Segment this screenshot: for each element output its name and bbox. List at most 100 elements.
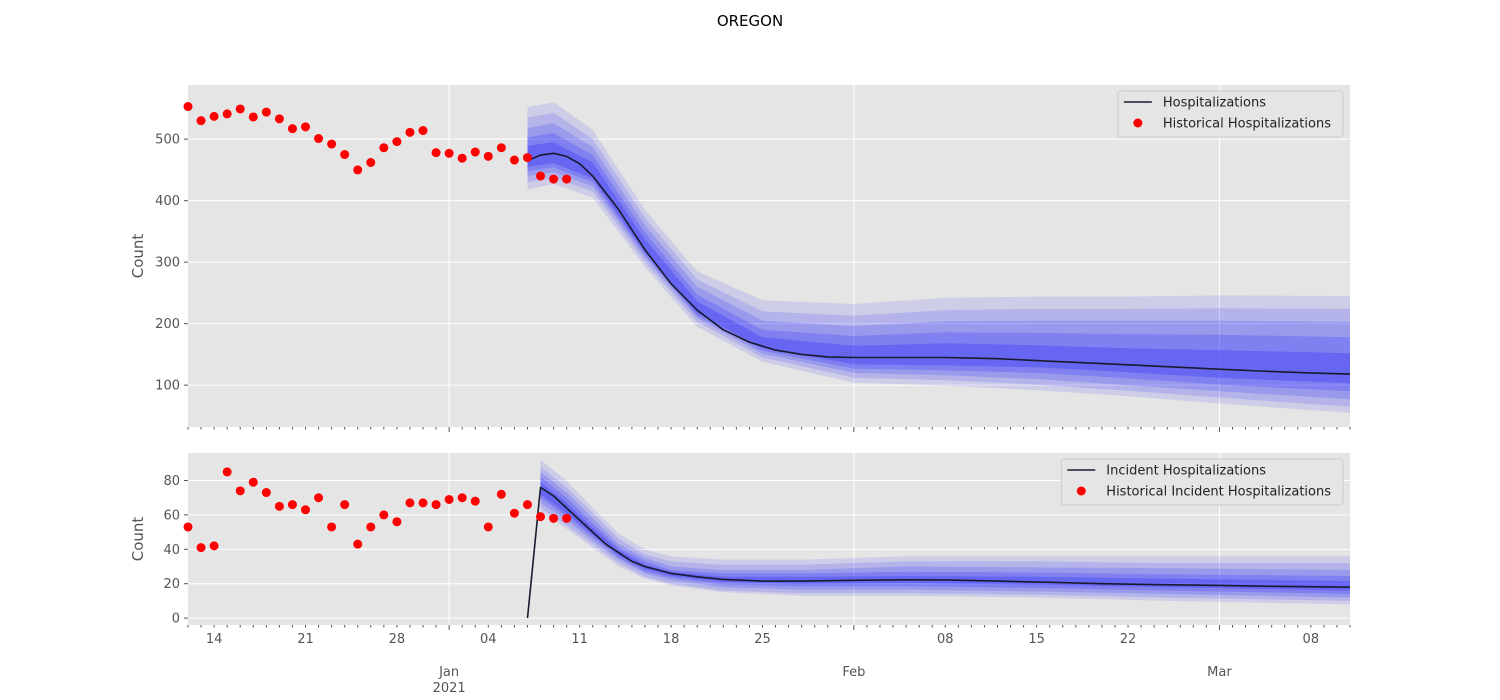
y-tick-label: 100 <box>155 379 180 394</box>
data-point <box>366 158 376 168</box>
data-point <box>549 513 559 523</box>
incident-hospitalizations-panel: 0 20 40 60 80 Count Incident Hospitalizations H… <box>129 453 1351 630</box>
x-tick-label: 08 <box>1303 632 1320 647</box>
data-point <box>536 171 546 181</box>
series-line <box>527 152 1351 375</box>
x-tick-label: 28 <box>389 632 406 647</box>
legend-box <box>1117 90 1344 138</box>
y-tick-label: 80 <box>163 474 180 489</box>
data-point <box>483 151 493 161</box>
data-point <box>222 467 232 477</box>
data-point <box>418 498 428 508</box>
data-point <box>301 122 311 132</box>
uncertainty-band-0 <box>540 459 1350 605</box>
data-point <box>183 522 193 532</box>
y-tick-label: 20 <box>163 577 180 592</box>
data-point <box>496 143 506 153</box>
x-tick-label: 15 <box>1028 632 1045 647</box>
legend-point-swatch <box>1133 118 1143 128</box>
y-axis-label: Count <box>129 517 147 562</box>
y-tick-label: 60 <box>163 508 180 523</box>
data-point <box>549 174 559 184</box>
uncertainty-band-3 <box>540 477 1350 594</box>
data-point <box>509 155 519 165</box>
data-point <box>457 153 467 163</box>
data-point <box>431 148 441 158</box>
data-point <box>274 114 284 124</box>
uncertainty-band-2 <box>540 471 1350 598</box>
data-point <box>457 493 467 503</box>
data-point <box>209 111 219 121</box>
data-point <box>327 522 337 532</box>
uncertainty-band-2 <box>527 123 1350 400</box>
x-tick-label: Mar <box>1207 665 1232 680</box>
uncertainty-band-1 <box>527 112 1350 407</box>
data-point <box>196 543 206 553</box>
data-point <box>287 500 297 510</box>
data-point <box>340 500 350 510</box>
uncertainty-band-4 <box>527 142 1350 384</box>
data-point <box>274 501 284 511</box>
x-tick-label: 25 <box>754 632 771 647</box>
legend-entry: Hospitalizations <box>1163 96 1266 111</box>
x-tick-label: 21 <box>297 632 314 647</box>
hospitalizations-panel: 100 200 300 400 500 Count Hospitalizations Hist… <box>129 85 1351 432</box>
data-point <box>522 500 532 510</box>
data-point <box>314 134 324 144</box>
data-point <box>392 517 402 527</box>
figure-title: OREGON <box>717 12 783 30</box>
x-tick-label: 11 <box>571 632 588 647</box>
y-tick-label: 500 <box>155 133 180 148</box>
y-tick-label: 40 <box>163 543 180 558</box>
data-point <box>536 512 546 522</box>
x-tick-year-label: 2021 <box>433 681 466 696</box>
x-tick-label: 14 <box>206 632 223 647</box>
data-point <box>235 104 245 114</box>
data-point <box>444 494 454 504</box>
data-point <box>418 126 428 136</box>
data-point <box>196 116 206 126</box>
x-tick-label: 18 <box>663 632 680 647</box>
data-point <box>509 508 519 518</box>
x-tick-label: Feb <box>842 665 865 680</box>
data-point <box>327 139 337 149</box>
data-point <box>562 174 572 184</box>
legend-point-swatch <box>1076 486 1086 496</box>
data-point <box>287 124 297 134</box>
plot-background <box>188 85 1350 427</box>
data-point <box>405 498 415 508</box>
data-point <box>444 148 454 158</box>
data-point <box>562 513 572 523</box>
legend-box <box>1060 458 1344 506</box>
data-point <box>379 143 389 153</box>
y-axis-label: Count <box>129 234 147 279</box>
data-point <box>405 127 415 137</box>
data-point <box>314 493 324 503</box>
data-point <box>496 489 506 499</box>
y-tick-label: 300 <box>155 256 180 271</box>
legend: Hospitalizations Historical Hospitalizati… <box>1117 90 1344 138</box>
legend: Incident Hospitalizations Historical Inci… <box>1060 458 1344 506</box>
x-tick-label: 08 <box>937 632 954 647</box>
legend-entry: Historical Hospitalizations <box>1163 117 1331 132</box>
data-point <box>301 505 311 515</box>
legend-entry: Historical Incident Hospitalizations <box>1106 485 1331 500</box>
data-point <box>392 137 402 147</box>
y-tick-label: 200 <box>155 317 180 332</box>
data-point <box>483 522 493 532</box>
data-point <box>248 112 258 122</box>
data-point <box>248 477 258 487</box>
data-point <box>261 488 271 498</box>
data-point <box>183 102 193 112</box>
data-point <box>209 541 219 551</box>
data-point <box>235 486 245 496</box>
uncertainty-band-1 <box>540 466 1350 601</box>
y-tick-label: 400 <box>155 194 180 209</box>
data-point <box>470 147 480 157</box>
y-tick-label: 0 <box>172 612 180 627</box>
data-point <box>261 107 271 117</box>
x-tick-label: 22 <box>1120 632 1137 647</box>
data-point <box>522 153 532 163</box>
